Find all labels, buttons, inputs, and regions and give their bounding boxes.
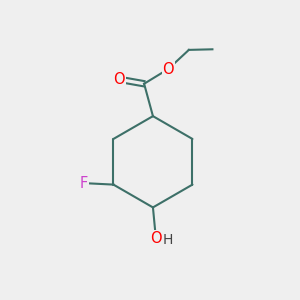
Text: O: O — [113, 72, 125, 87]
Text: F: F — [80, 176, 88, 190]
Text: O: O — [162, 61, 174, 76]
Text: H: H — [163, 233, 173, 247]
Text: O: O — [150, 231, 162, 246]
